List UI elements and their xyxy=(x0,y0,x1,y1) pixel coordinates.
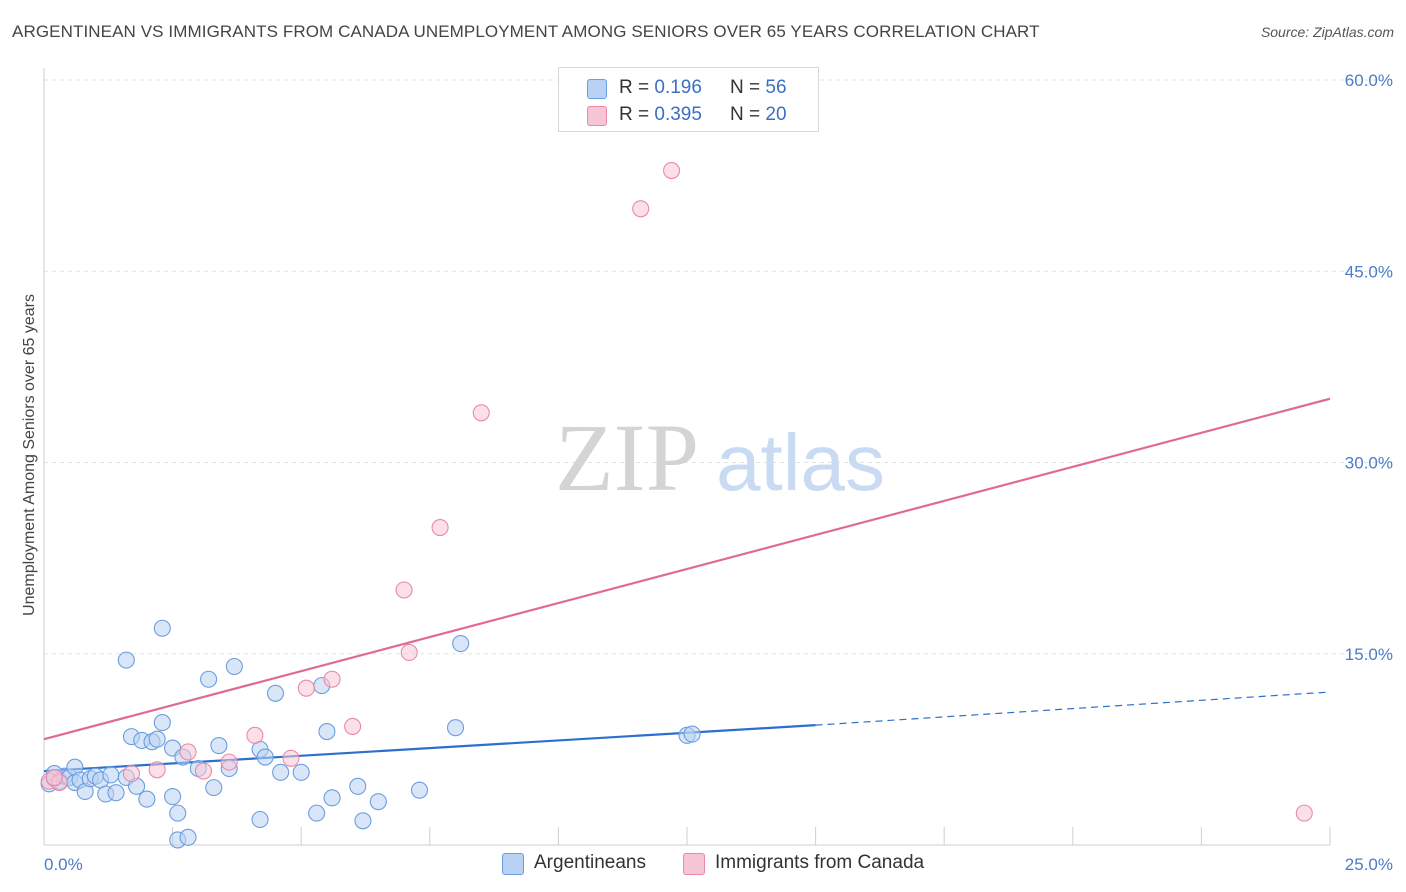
point-argentineans xyxy=(148,730,166,748)
axes xyxy=(43,68,1331,846)
point-argentineans xyxy=(153,619,171,637)
data-points xyxy=(40,161,1313,849)
point-argentineans xyxy=(354,812,372,830)
watermark: ZIP atlas xyxy=(555,404,885,511)
point-argentineans xyxy=(308,804,326,822)
watermark-zip: ZIP xyxy=(555,404,699,511)
legend-swatch-argentineans xyxy=(587,79,607,99)
point-immigrants-canada xyxy=(395,581,413,599)
point-immigrants-canada xyxy=(179,743,197,761)
point-argentineans xyxy=(323,789,341,807)
point-immigrants-canada xyxy=(323,670,341,688)
point-immigrants-canada xyxy=(220,753,238,771)
legend-swatch-immigrants-canada xyxy=(587,106,607,126)
point-immigrants-canada xyxy=(45,768,63,786)
y-tick-label: 60.0% xyxy=(1345,71,1393,90)
bottom-legend-swatch-immigrants-canada xyxy=(683,853,705,875)
legend-r-label: R = xyxy=(619,77,650,98)
bottom-legend-swatch-argentineans xyxy=(502,853,524,875)
point-argentineans xyxy=(446,719,465,737)
point-argentineans xyxy=(683,725,701,743)
point-argentineans xyxy=(369,793,387,811)
point-argentineans xyxy=(272,763,290,781)
point-immigrants-canada xyxy=(148,761,166,779)
point-immigrants-canada xyxy=(122,765,140,783)
point-argentineans xyxy=(169,804,187,822)
point-argentineans xyxy=(225,657,243,676)
y-axis-label: Unemployment Among Seniors over 65 years xyxy=(21,294,38,616)
point-immigrants-canada xyxy=(246,726,264,744)
point-argentineans xyxy=(318,722,336,741)
trendline-immigrants-canada xyxy=(43,397,1331,741)
legend-n-label: N = xyxy=(730,77,761,98)
point-argentineans xyxy=(410,781,429,799)
point-argentineans xyxy=(200,670,218,688)
point-argentineans xyxy=(164,787,182,806)
point-immigrants-canada xyxy=(297,679,315,697)
legend-r-value-immigrants-canada: 0.395 xyxy=(654,104,702,125)
trendline-dashed-argentineans xyxy=(815,691,1331,726)
y-tick-label: 45.0% xyxy=(1345,262,1393,281)
point-argentineans xyxy=(153,714,171,732)
chart-title: ARGENTINEAN VS IMMIGRANTS FROM CANADA UN… xyxy=(12,22,1040,41)
point-immigrants-canada xyxy=(194,762,213,780)
x-tick-label: 25.0% xyxy=(1345,855,1393,874)
bottom-legend-label-immigrants-canada: Immigrants from Canada xyxy=(715,852,925,873)
point-argentineans xyxy=(256,748,274,766)
point-argentineans xyxy=(138,790,156,808)
point-argentineans xyxy=(117,651,135,669)
tick-labels: 15.0% 30.0% 45.0% 60.0% 0.0% 25.0% xyxy=(44,71,1393,874)
legend-n-value-argentineans: 56 xyxy=(765,77,787,98)
point-immigrants-canada xyxy=(663,161,681,180)
legend-r-label: R = xyxy=(619,104,650,125)
point-argentineans xyxy=(179,828,197,846)
point-argentineans xyxy=(266,684,285,702)
bottom-legend-label-argentineans: Argentineans xyxy=(534,852,646,873)
point-argentineans xyxy=(292,763,310,781)
point-immigrants-canada xyxy=(632,200,650,218)
legend-n-value-immigrants-canada: 20 xyxy=(765,104,787,125)
source-label: Source: ZipAtlas.com xyxy=(1260,24,1394,40)
point-immigrants-canada xyxy=(1295,804,1313,822)
point-argentineans xyxy=(102,766,120,784)
point-immigrants-canada xyxy=(282,749,300,767)
point-argentineans xyxy=(205,779,223,797)
point-immigrants-canada xyxy=(472,404,490,422)
gridlines xyxy=(44,79,1392,655)
x-tick-label: 0.0% xyxy=(44,855,83,874)
point-immigrants-canada xyxy=(400,643,418,662)
legend-r-value-argentineans: 0.196 xyxy=(654,77,702,98)
point-immigrants-canada xyxy=(431,518,449,537)
legend: R = 0.196 N = 56 R = 0.395 N = 20 xyxy=(558,67,819,132)
y-tick-label: 15.0% xyxy=(1345,645,1393,664)
point-argentineans xyxy=(107,784,125,802)
y-tick-label: 30.0% xyxy=(1345,454,1393,473)
point-argentineans xyxy=(452,634,470,653)
watermark-atlas: atlas xyxy=(716,418,885,507)
point-immigrants-canada xyxy=(344,717,362,735)
point-argentineans xyxy=(251,810,269,829)
point-argentineans xyxy=(210,736,228,755)
point-argentineans xyxy=(349,777,367,795)
legend-n-label: N = xyxy=(730,104,761,125)
